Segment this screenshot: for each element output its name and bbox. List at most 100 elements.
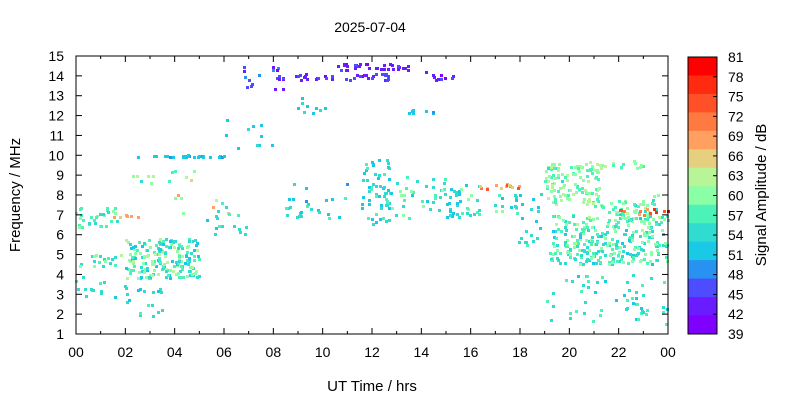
data-point	[655, 221, 658, 224]
data-point	[629, 219, 632, 222]
data-point	[600, 235, 603, 238]
data-point	[579, 166, 582, 169]
data-point	[301, 97, 304, 100]
colorbar-segment	[688, 278, 717, 298]
data-point	[392, 68, 395, 71]
data-point	[125, 287, 128, 290]
data-point	[643, 222, 646, 225]
data-point	[407, 69, 410, 72]
data-point	[93, 265, 96, 268]
data-point	[195, 270, 198, 273]
data-point	[624, 201, 627, 204]
data-point	[640, 164, 643, 167]
data-point	[190, 252, 193, 255]
data-point	[184, 262, 187, 265]
data-point	[652, 218, 655, 221]
data-point	[539, 227, 542, 230]
data-point	[525, 241, 528, 244]
data-point	[583, 250, 586, 253]
data-point	[180, 265, 183, 268]
data-point	[189, 274, 192, 277]
data-point	[458, 216, 461, 219]
data-point	[586, 169, 589, 172]
data-point	[127, 268, 130, 271]
data-point	[416, 180, 419, 183]
data-point	[640, 259, 643, 262]
data-point	[642, 203, 645, 206]
data-point	[540, 193, 543, 196]
data-point	[168, 246, 171, 249]
data-point	[387, 75, 390, 78]
data-point	[635, 318, 638, 321]
data-point	[631, 220, 634, 223]
data-point	[98, 261, 101, 264]
data-point	[197, 255, 200, 258]
data-point	[569, 253, 572, 256]
data-point	[553, 182, 556, 185]
data-point	[622, 202, 625, 205]
data-point	[182, 156, 185, 159]
colorbar-segment	[688, 315, 717, 335]
data-point	[643, 214, 646, 217]
data-point	[537, 206, 540, 209]
data-point	[100, 292, 103, 295]
data-point	[577, 167, 580, 170]
data-point	[547, 167, 550, 170]
data-point	[632, 274, 635, 277]
data-point	[388, 202, 391, 205]
data-point	[140, 266, 143, 269]
data-point	[476, 211, 479, 214]
data-point	[501, 210, 504, 213]
data-point	[514, 205, 517, 208]
data-point	[189, 266, 192, 269]
data-point	[633, 160, 636, 163]
data-point	[144, 268, 147, 271]
data-point	[143, 290, 146, 293]
data-point	[646, 234, 649, 237]
data-point	[595, 262, 598, 265]
data-point	[100, 225, 103, 228]
y-tick-label: 1	[56, 326, 64, 342]
data-point	[143, 271, 146, 274]
data-point	[159, 242, 162, 245]
data-point	[297, 75, 300, 78]
data-point	[102, 265, 105, 268]
data-point	[586, 175, 589, 178]
data-point	[390, 192, 393, 195]
data-point	[661, 216, 664, 219]
data-point	[576, 245, 579, 248]
data-point	[238, 228, 241, 231]
data-point	[604, 233, 607, 236]
colorbar-segment	[688, 57, 717, 76]
data-point	[298, 215, 301, 218]
data-point	[380, 207, 383, 210]
data-point	[615, 223, 618, 226]
data-point	[586, 203, 589, 206]
data-point	[399, 190, 402, 193]
data-point	[362, 179, 365, 182]
data-point	[359, 63, 362, 66]
data-point	[517, 187, 520, 190]
data-point	[165, 268, 168, 271]
data-point	[289, 206, 292, 209]
data-point	[433, 76, 436, 79]
data-point	[372, 75, 375, 78]
data-point	[185, 156, 188, 159]
data-point	[181, 268, 184, 271]
data-point	[582, 230, 585, 233]
data-point	[619, 213, 622, 216]
data-point	[566, 251, 569, 254]
data-point	[601, 164, 604, 167]
data-point	[580, 256, 583, 259]
data-point	[196, 249, 199, 252]
data-point	[626, 252, 629, 255]
data-point	[383, 186, 386, 189]
data-point	[432, 178, 435, 181]
data-point	[566, 197, 569, 200]
data-point	[440, 74, 443, 77]
data-point	[340, 69, 343, 72]
data-point	[614, 206, 617, 209]
data-point	[246, 86, 249, 89]
data-point	[132, 269, 135, 272]
data-point	[239, 231, 242, 234]
